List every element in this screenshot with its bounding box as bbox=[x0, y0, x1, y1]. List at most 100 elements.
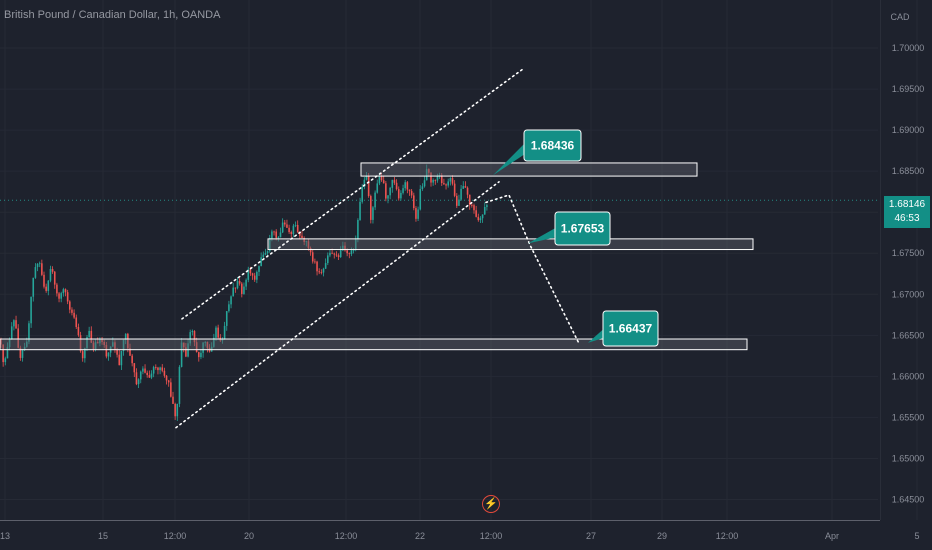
y-tick-label: 1.64500 bbox=[892, 494, 925, 504]
candle-body bbox=[32, 277, 35, 297]
candle-body bbox=[367, 176, 370, 197]
candle bbox=[279, 227, 282, 238]
candle bbox=[436, 173, 439, 183]
candle-body bbox=[17, 328, 19, 348]
candle-body bbox=[99, 339, 101, 344]
candle-body bbox=[453, 183, 456, 196]
candle-body bbox=[327, 255, 329, 264]
candle bbox=[178, 365, 181, 408]
candle-body bbox=[305, 241, 308, 243]
candle-body bbox=[456, 195, 458, 206]
candle bbox=[43, 271, 45, 289]
candle-body bbox=[393, 179, 396, 183]
candle bbox=[380, 172, 383, 182]
candle bbox=[118, 349, 121, 366]
candle bbox=[301, 230, 303, 239]
candle-body bbox=[34, 267, 37, 278]
candle bbox=[415, 206, 417, 222]
y-tick-label: 1.68500 bbox=[892, 166, 925, 176]
candle bbox=[144, 364, 146, 374]
candle-body bbox=[486, 205, 488, 208]
candle bbox=[176, 403, 179, 421]
candle-body bbox=[307, 241, 310, 249]
candle-body bbox=[69, 301, 71, 310]
candle-body bbox=[114, 342, 116, 351]
candle bbox=[251, 272, 254, 280]
candle-body bbox=[185, 347, 187, 357]
candle-body bbox=[43, 274, 45, 287]
candle-body bbox=[155, 367, 157, 368]
candle-body bbox=[127, 333, 129, 349]
candle bbox=[193, 330, 196, 347]
candle bbox=[73, 309, 75, 319]
candle-body bbox=[423, 180, 426, 187]
candle-body bbox=[378, 175, 381, 184]
candle bbox=[296, 220, 299, 233]
candle-body bbox=[374, 192, 376, 208]
candle-body bbox=[2, 344, 4, 363]
candle-body bbox=[195, 342, 198, 353]
candle-body bbox=[247, 269, 250, 280]
candle-body bbox=[466, 187, 469, 195]
candle-body bbox=[77, 327, 80, 336]
candle-body bbox=[339, 250, 342, 258]
candle bbox=[314, 258, 316, 264]
flash-icon[interactable]: ⚡ bbox=[482, 495, 500, 513]
y-tick-label: 1.65500 bbox=[892, 412, 925, 422]
candle-body bbox=[468, 194, 471, 205]
candle-body bbox=[206, 341, 209, 348]
candle bbox=[294, 221, 297, 228]
candle bbox=[428, 168, 430, 177]
candle-body bbox=[116, 350, 118, 355]
x-tick-label: 20 bbox=[244, 531, 254, 541]
candle bbox=[200, 349, 202, 360]
candle-body bbox=[62, 289, 65, 294]
candle-body bbox=[122, 339, 125, 351]
candle bbox=[309, 246, 312, 256]
candle-body bbox=[382, 180, 385, 184]
candle-body bbox=[357, 219, 359, 240]
candle bbox=[395, 179, 398, 191]
candle bbox=[456, 193, 458, 209]
candle-body bbox=[146, 372, 148, 376]
candle bbox=[413, 192, 415, 211]
candle bbox=[486, 203, 488, 211]
candle-body bbox=[204, 341, 207, 343]
candle-body bbox=[342, 245, 344, 251]
candle-body bbox=[148, 375, 151, 378]
candle bbox=[135, 368, 138, 386]
candle bbox=[327, 252, 329, 266]
candle-body bbox=[213, 337, 215, 347]
candle bbox=[47, 280, 50, 296]
candle bbox=[152, 365, 155, 378]
candle-body bbox=[335, 254, 338, 256]
current-price-label: 1.68146 46:53 bbox=[884, 196, 930, 228]
candle-body bbox=[129, 348, 131, 356]
candle-body bbox=[21, 350, 24, 358]
candle-body bbox=[165, 375, 168, 381]
candle-body bbox=[245, 279, 247, 287]
candle-body bbox=[107, 352, 110, 357]
candle-body bbox=[286, 224, 288, 228]
candle bbox=[225, 311, 228, 331]
candle-body bbox=[118, 354, 121, 366]
candle bbox=[281, 218, 284, 234]
candle bbox=[402, 184, 404, 195]
candle-body bbox=[105, 344, 108, 357]
x-tick-label: 27 bbox=[586, 531, 596, 541]
candle-body bbox=[236, 281, 239, 289]
candle-body bbox=[425, 169, 428, 181]
candle bbox=[81, 349, 84, 362]
candle-body bbox=[344, 245, 346, 251]
candle-body bbox=[266, 251, 269, 254]
candle bbox=[198, 351, 200, 362]
candle bbox=[367, 173, 370, 198]
candle bbox=[350, 247, 353, 257]
candle-body bbox=[139, 371, 142, 380]
candle-body bbox=[380, 175, 383, 181]
candle bbox=[131, 353, 133, 367]
candle bbox=[86, 334, 88, 352]
x-tick-label: 12:00 bbox=[480, 531, 503, 541]
